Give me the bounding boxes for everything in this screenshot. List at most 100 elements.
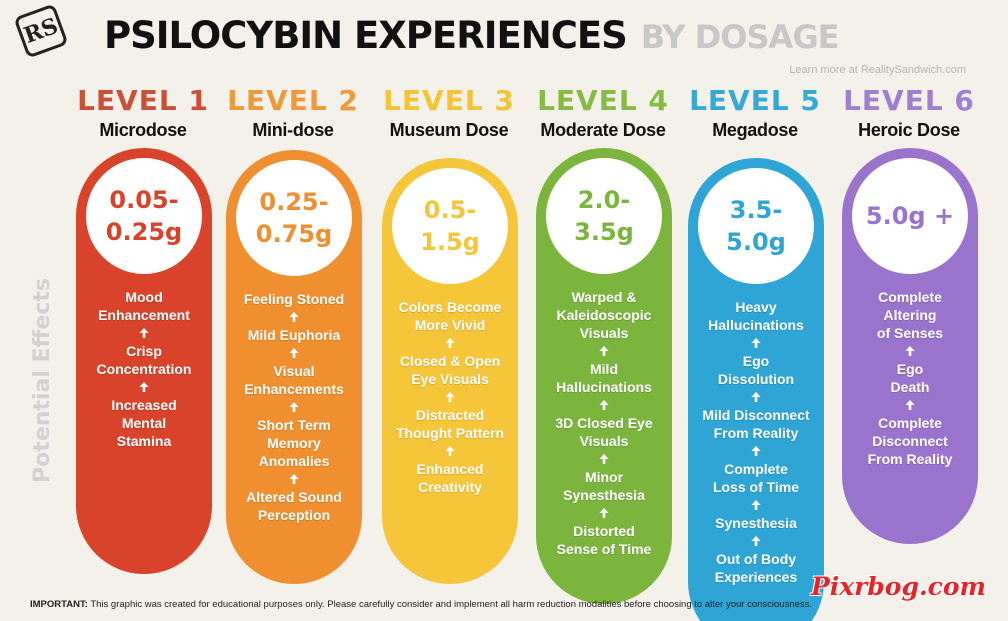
effects-list: Mood Enhancement Crisp Concentration Incre…	[76, 288, 212, 450]
effect-item: Complete Disconnect From Reality	[867, 415, 953, 467]
effects-list: Complete Altering of Senses Ego Death Comp…	[842, 288, 978, 468]
level-card: 3.5- 5.0g Heavy Hallucinations Ego Dissolu…	[688, 158, 824, 621]
dose-value: 0.25- 0.75g	[255, 188, 333, 248]
dose-value: 3.5- 5.0g	[726, 196, 786, 256]
dose-value: 5.0g +	[865, 202, 955, 230]
level-column-1: LEVEL 1 Microdose 0.05- 0.25g Mood Enhancem…	[68, 84, 218, 574]
side-label-text: Potential Effects	[29, 277, 55, 483]
dose-value: 0.5- 1.5g	[420, 196, 480, 256]
arrow-up-icon	[288, 311, 300, 323]
arrow-up-icon	[750, 445, 762, 457]
level-title: LEVEL 3	[383, 84, 515, 117]
effect-item: Mild Disconnect From Reality	[702, 407, 810, 441]
logo-text: RS	[20, 12, 62, 50]
level-name: Museum Dose	[389, 120, 509, 140]
level-title: LEVEL 2	[227, 84, 359, 117]
effect-item: Distracted Thought Pattern	[395, 407, 505, 441]
arrow-up-icon	[288, 347, 300, 359]
arrow-up-icon	[288, 473, 300, 485]
arrow-up-icon	[444, 337, 456, 349]
level-title: LEVEL 5	[689, 84, 821, 117]
dose-circle: 3.5- 5.0g	[698, 168, 814, 284]
level-column-3: LEVEL 3 Museum Dose 0.5- 1.5g Colors Become…	[374, 84, 524, 584]
title-main: PSILOCYBIN EXPERIENCES	[104, 14, 628, 57]
level-column-6: LEVEL 6 Heroic Dose 5.0g + Complete Alterin…	[834, 84, 984, 544]
level-card: 0.5- 1.5g Colors Become More Vivid Closed …	[382, 158, 518, 584]
effects-list: Warped & Kaleidoscopic Visuals Mild Hallu…	[536, 288, 672, 558]
arrow-up-icon	[750, 337, 762, 349]
dose-circle: 0.25- 0.75g	[236, 160, 352, 276]
dose-circle: 2.0- 3.5g	[546, 158, 662, 274]
effect-item: Minor Synesthesia	[563, 469, 645, 503]
arrow-up-icon	[444, 445, 456, 457]
effect-item: Mild Euphoria	[247, 327, 341, 343]
arrow-up-icon	[750, 535, 762, 547]
dose-circle: 0.05- 0.25g	[86, 158, 202, 274]
effect-item: Crisp Concentration	[96, 343, 192, 377]
effect-item: Visual Enhancements	[244, 363, 344, 397]
title-sub: BY DOSAGE	[640, 18, 840, 56]
dose-value: 2.0- 3.5g	[574, 186, 634, 246]
level-title: LEVEL 6	[843, 84, 975, 117]
page-title: PSILOCYBIN EXPERIENCES BY DOSAGE	[104, 14, 840, 64]
level-title: LEVEL 1	[77, 84, 209, 117]
arrow-up-icon	[444, 391, 456, 403]
potential-effects-label: Potential Effects	[22, 278, 62, 483]
effect-item: Closed & Open Eye Visuals	[399, 353, 501, 387]
level-title: LEVEL 4	[537, 84, 669, 117]
effect-item: Feeling Stoned	[243, 291, 345, 307]
effect-item: Mild Hallucinations	[556, 361, 652, 395]
disclaimer-label: IMPORTANT:	[30, 599, 88, 610]
dose-value: 0.05- 0.25g	[105, 186, 183, 246]
arrow-up-icon	[904, 345, 916, 357]
effect-item: Increased Mental Stamina	[111, 397, 177, 449]
dose-circle: 5.0g +	[852, 158, 968, 274]
level-card: 0.25- 0.75g Feeling Stoned Mild Euphoria Vi…	[226, 150, 362, 584]
effect-item: Short Term Memory Anomalies	[257, 417, 331, 469]
arrow-up-icon	[138, 327, 150, 339]
arrow-up-icon	[288, 401, 300, 413]
effect-item: Ego Death	[890, 361, 930, 395]
effect-item: Enhanced Creativity	[416, 461, 484, 495]
brand-logo: RS	[12, 2, 71, 61]
arrow-up-icon	[904, 399, 916, 411]
arrow-up-icon	[598, 507, 610, 519]
effect-item: Altered Sound Perception	[246, 489, 342, 523]
effect-item: Warped & Kaleidoscopic Visuals	[556, 289, 652, 341]
effect-item: Colors Become More Vivid	[398, 299, 502, 333]
effects-list: Feeling Stoned Mild Euphoria Visual Enhanc…	[226, 290, 362, 524]
effect-item: Complete Altering of Senses	[876, 289, 944, 341]
level-name: Microdose	[99, 120, 187, 140]
level-name: Heroic Dose	[858, 120, 960, 140]
effect-item: Synesthesia	[715, 515, 797, 531]
level-card: 2.0- 3.5g Warped & Kaleidoscopic Visuals M…	[536, 148, 672, 604]
level-column-2: LEVEL 2 Mini-dose 0.25- 0.75g Feeling Stone…	[218, 84, 368, 584]
arrow-up-icon	[750, 499, 762, 511]
arrow-up-icon	[598, 399, 610, 411]
dose-circle: 0.5- 1.5g	[392, 168, 508, 284]
level-name: Mini-dose	[252, 120, 334, 140]
learn-more-link[interactable]: Learn more at RealitySandwich.com	[789, 64, 966, 76]
disclaimer: IMPORTANT: This graphic was created for …	[30, 599, 990, 610]
effects-list: Heavy Hallucinations Ego Dissolution Mild …	[688, 298, 824, 586]
level-name: Megadose	[712, 120, 798, 140]
arrow-up-icon	[750, 391, 762, 403]
effect-item: Complete Loss of Time	[712, 461, 800, 495]
logo-badge-icon	[15, 5, 67, 57]
effects-list: Colors Become More Vivid Closed & Open Ey…	[382, 298, 518, 496]
arrow-up-icon	[138, 381, 150, 393]
effect-item: Heavy Hallucinations	[708, 299, 804, 333]
effect-item: Ego Dissolution	[717, 353, 795, 387]
effect-item: Mood Enhancement	[98, 289, 190, 323]
effect-item: Out of Body Experiences	[714, 551, 798, 585]
watermark: Pixrbog.com	[810, 572, 986, 601]
level-column-4: LEVEL 4 Moderate Dose 2.0- 3.5g Warped & Ka…	[528, 84, 678, 604]
disclaimer-text: This graphic was created for educational…	[87, 599, 813, 610]
effect-item: 3D Closed Eye Visuals	[555, 415, 653, 449]
effect-item: Distorted Sense of Time	[556, 523, 652, 557]
level-column-5: LEVEL 5 Megadose 3.5- 5.0g Heavy Hallucinat…	[680, 84, 830, 621]
arrow-up-icon	[598, 453, 610, 465]
arrow-up-icon	[598, 345, 610, 357]
level-card: 0.05- 0.25g Mood Enhancement Crisp Concent…	[76, 148, 212, 574]
level-card: 5.0g + Complete Altering of Senses Ego Dea…	[842, 148, 978, 544]
